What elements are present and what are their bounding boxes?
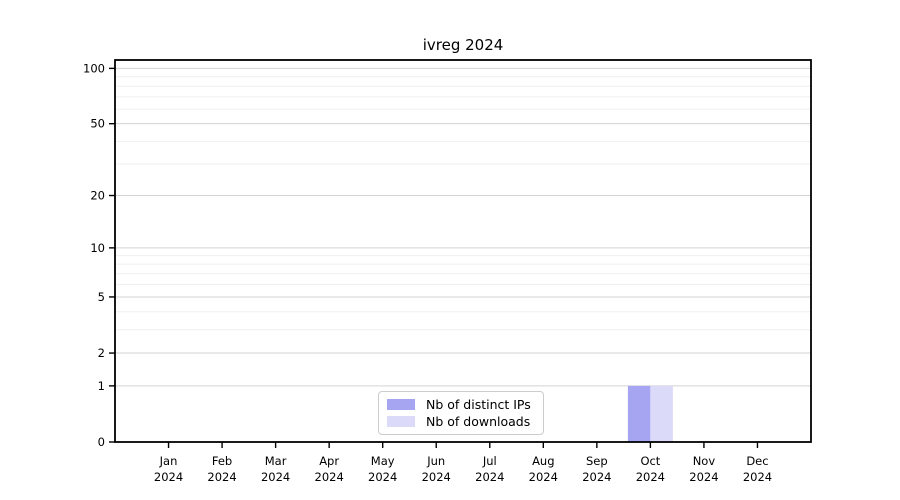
- x-tick-label-year: 2024: [261, 470, 290, 484]
- x-tick-label-month: Oct: [640, 454, 660, 468]
- legend: Nb of distinct IPs Nb of downloads: [378, 391, 544, 435]
- chart-title: ivreg 2024: [422, 36, 504, 54]
- x-tick-label-year: 2024: [636, 470, 665, 484]
- x-tick-label-month: Mar: [265, 454, 287, 468]
- x-tick-label-month: May: [371, 454, 395, 468]
- x-tick-label-year: 2024: [207, 470, 236, 484]
- downloads-swatch: [387, 416, 415, 428]
- x-tick-label-month: Feb: [212, 454, 232, 468]
- x-tick-label-year: 2024: [368, 470, 397, 484]
- y-tick-label: 10: [90, 241, 105, 255]
- x-tick-label-month: Apr: [319, 454, 339, 468]
- bar: [627, 385, 651, 442]
- x-tick-label-month: Sep: [586, 454, 608, 468]
- legend-item-distinct-ips: Nb of distinct IPs: [387, 397, 535, 412]
- x-tick-label-year: 2024: [154, 470, 183, 484]
- legend-label: Nb of downloads: [426, 414, 531, 430]
- x-tick-label-month: Jul: [482, 454, 497, 468]
- legend-label: Nb of distinct IPs: [426, 396, 531, 412]
- y-tick-label: 2: [98, 346, 105, 360]
- distinct-ips-swatch: [387, 398, 415, 410]
- x-tick-label-year: 2024: [689, 470, 718, 484]
- y-tick-label: 100: [83, 61, 105, 75]
- y-tick-label: 1: [98, 379, 105, 393]
- x-tick-label-year: 2024: [529, 470, 558, 484]
- y-tick-label: 5: [98, 290, 105, 304]
- y-tick-label: 50: [90, 117, 105, 131]
- y-tick-label: 0: [98, 435, 105, 449]
- legend-item-downloads: Nb of downloads: [387, 414, 535, 429]
- y-tick-label: 20: [90, 189, 105, 203]
- bar: [650, 385, 673, 442]
- x-tick-label-year: 2024: [743, 470, 772, 484]
- x-tick-label-month: Nov: [693, 454, 716, 468]
- x-tick-label-month: Dec: [746, 454, 768, 468]
- x-tick-label-month: Jun: [426, 454, 445, 468]
- x-tick-label-year: 2024: [315, 470, 344, 484]
- x-tick-label-year: 2024: [422, 470, 451, 484]
- x-tick-label-month: Jan: [159, 454, 178, 468]
- x-tick-label-month: Aug: [532, 454, 554, 468]
- x-tick-label-year: 2024: [582, 470, 611, 484]
- x-tick-label-year: 2024: [475, 470, 504, 484]
- plot-frame: [114, 59, 812, 443]
